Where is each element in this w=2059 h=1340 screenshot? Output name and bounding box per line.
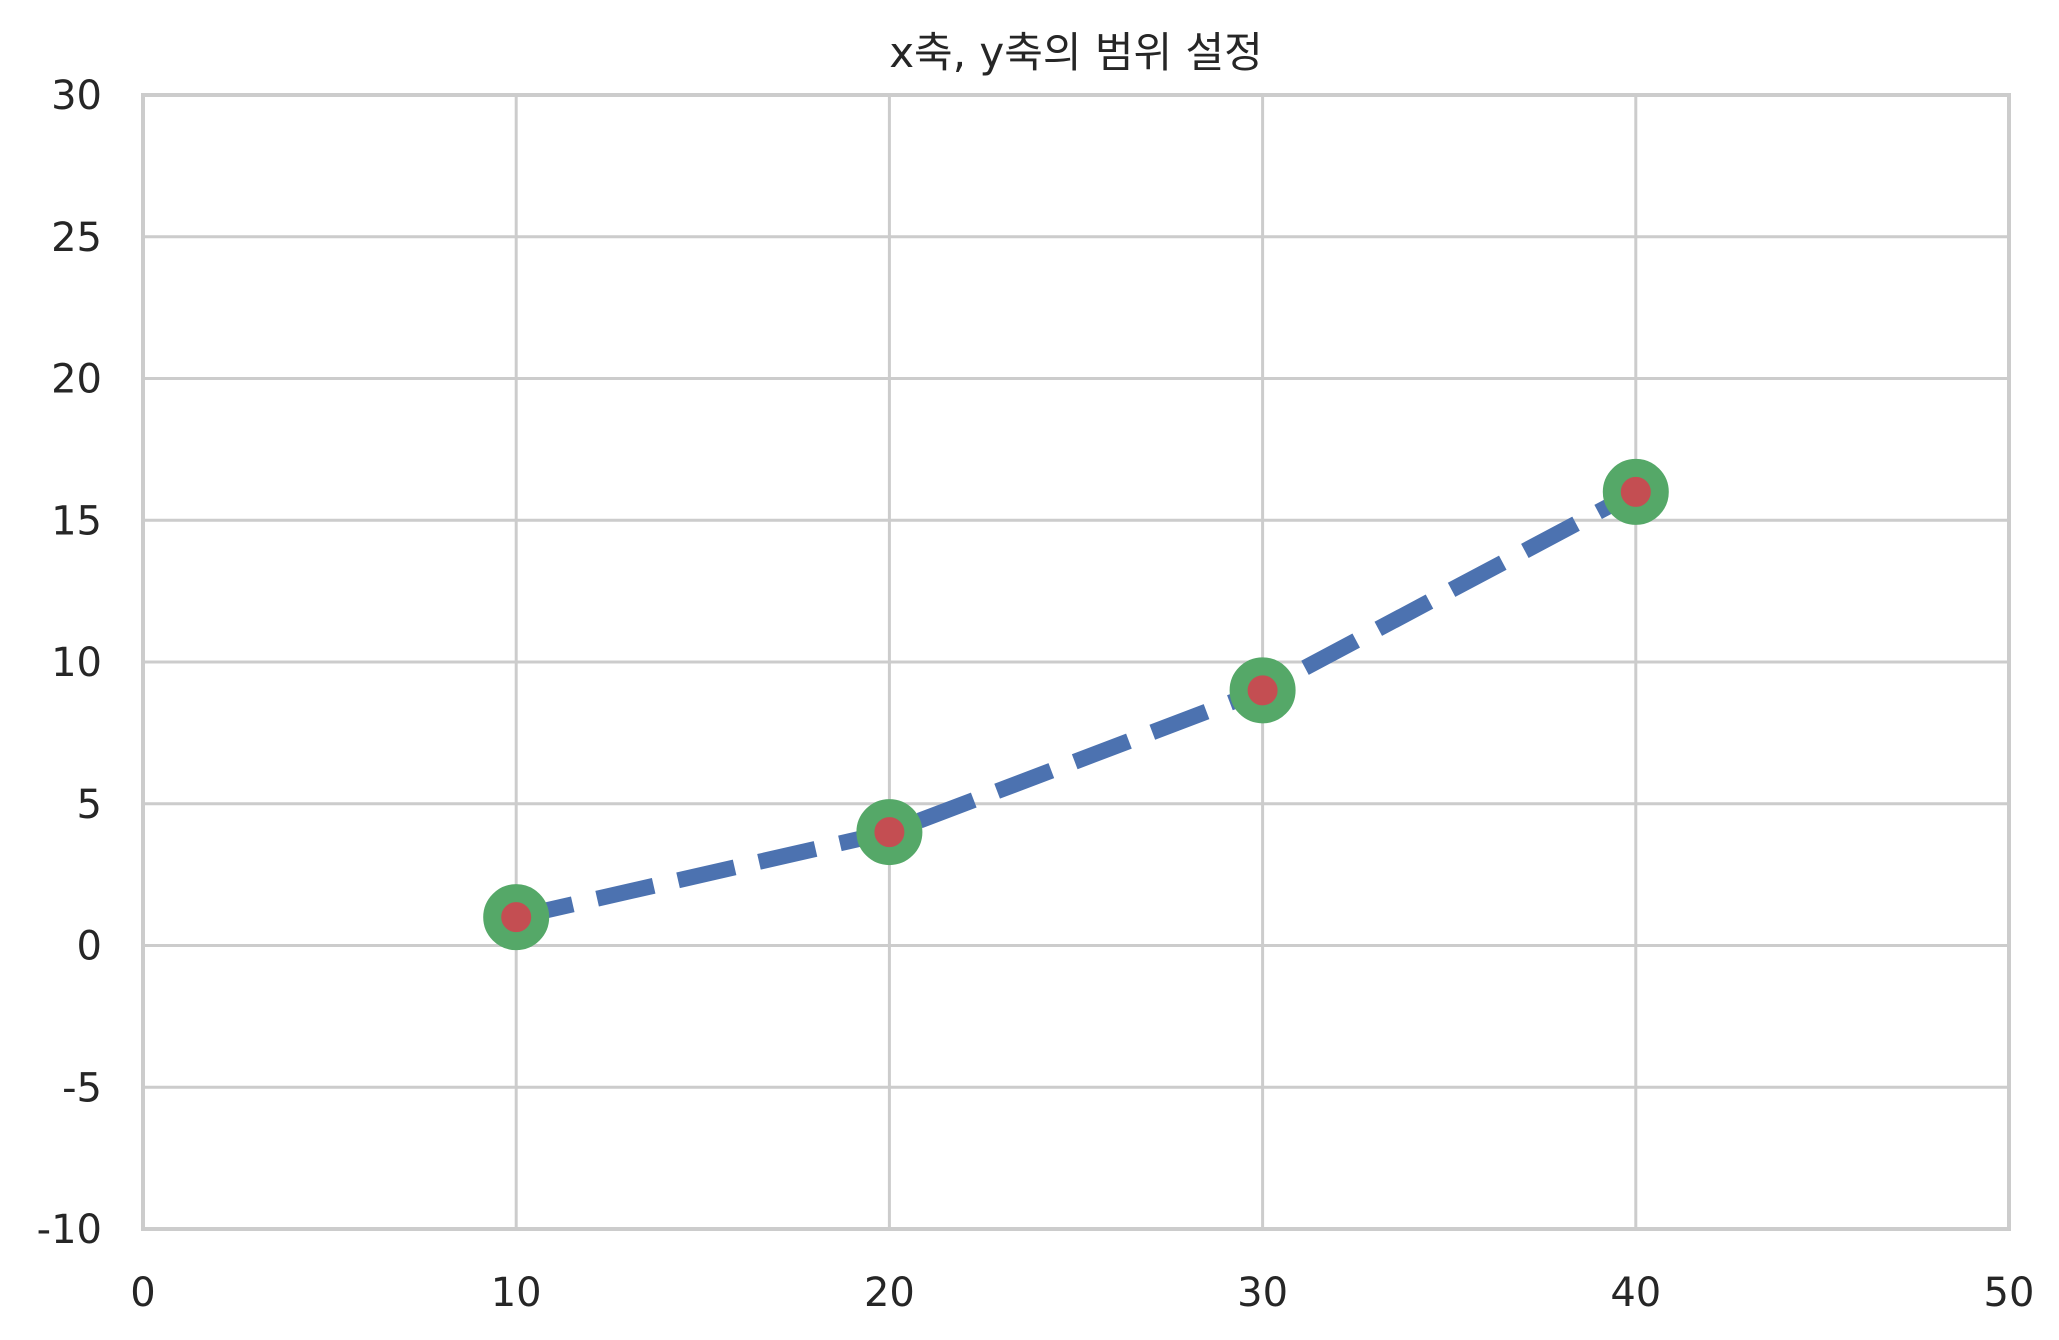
grid — [141, 93, 2011, 1231]
series-line — [514, 484, 1640, 925]
y-tick-label: 25 — [51, 215, 102, 261]
x-tick-label: 0 — [130, 1270, 155, 1316]
x-tick-label: 30 — [1237, 1270, 1288, 1316]
y-tick-label: 30 — [51, 73, 102, 119]
data-point — [1229, 657, 1296, 724]
y-tick-label: -10 — [37, 1207, 102, 1253]
plot-frame — [141, 93, 2011, 1231]
y-tick-label: 0 — [77, 924, 102, 970]
x-tick-label: 40 — [1610, 1270, 1661, 1316]
data-point — [1602, 458, 1669, 525]
series-group — [483, 458, 1669, 951]
y-tick-label: 15 — [51, 498, 102, 544]
x-tick-label: 10 — [491, 1270, 542, 1316]
x-tick-label: 20 — [864, 1270, 915, 1316]
chart-title: x축, y축의 범위 설정 — [889, 28, 1263, 77]
x-axis: 0 10 20 30 40 50 — [130, 1270, 2034, 1316]
data-point — [856, 799, 923, 866]
y-tick-label: -5 — [62, 1065, 102, 1111]
y-tick-label: 5 — [77, 782, 102, 828]
y-tick-label: 20 — [51, 357, 102, 403]
y-tick-label: 10 — [51, 640, 102, 686]
y-axis: -10 -5 0 5 10 15 20 25 30 — [37, 73, 102, 1253]
data-point — [483, 884, 550, 951]
x-tick-label: 50 — [1984, 1270, 2035, 1316]
